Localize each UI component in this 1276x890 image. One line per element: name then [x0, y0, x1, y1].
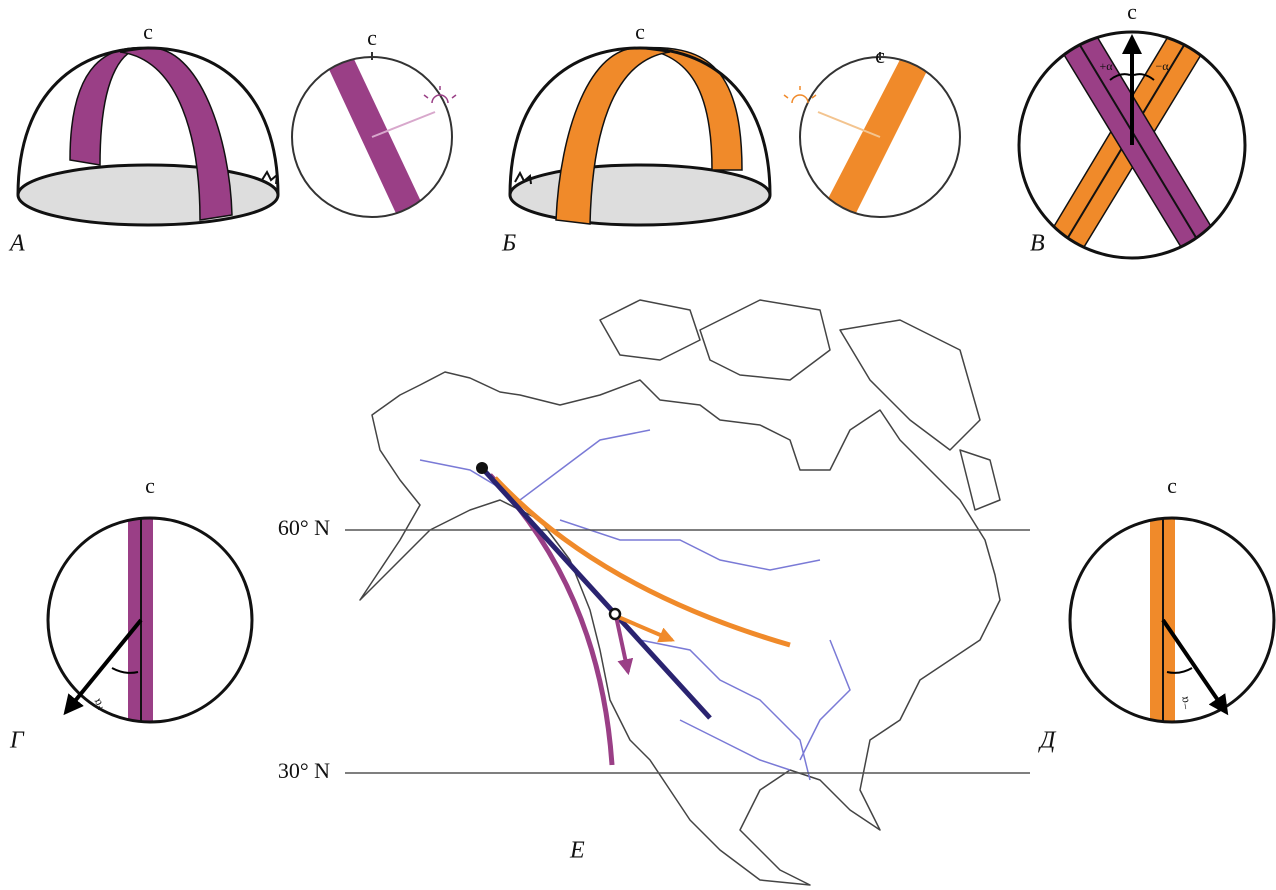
route-direct: [480, 466, 712, 720]
circle-a: с: [291, 25, 457, 218]
island: [599, 299, 701, 361]
sun-ray: [817, 111, 881, 138]
map: 60° N 30° N: [278, 299, 1030, 886]
circle: [46, 516, 254, 724]
sun: [423, 86, 457, 104]
dome-outline: [508, 46, 772, 196]
band: [555, 47, 671, 225]
north-label: с: [1127, 0, 1137, 24]
band: [119, 47, 233, 221]
dome-a: с: [16, 19, 280, 227]
dome-base: [16, 163, 280, 227]
heading-purple: [614, 615, 634, 676]
panel-label: А: [8, 231, 25, 257]
start-point: [476, 462, 488, 474]
dome-b: с: [508, 19, 772, 227]
angle-label: +α: [1099, 59, 1113, 73]
river: [679, 719, 791, 771]
panel-label: Б: [501, 231, 516, 257]
river: [799, 639, 851, 761]
dome-outline: [16, 46, 280, 196]
angle-label: −α: [1155, 59, 1169, 73]
dome-base: [508, 163, 772, 227]
circle-b: с: [783, 43, 961, 218]
angle-label: −α: [1177, 695, 1193, 711]
route-orange: [493, 476, 791, 648]
band-axis: [1071, 32, 1213, 258]
panel-label: Г: [9, 728, 25, 754]
sun: [514, 170, 532, 185]
angle-arc: [1166, 667, 1193, 674]
island: [699, 299, 831, 381]
sun: [261, 169, 279, 185]
heading-arrow: [63, 618, 143, 716]
band: [320, 57, 425, 217]
route-purple: [488, 473, 615, 766]
island: [839, 319, 981, 451]
circle-d: с −α: [1068, 473, 1276, 724]
north-label: с: [635, 19, 645, 44]
sun-ray: [371, 111, 436, 138]
angle-arc: [1109, 73, 1155, 81]
heading-orange: [615, 614, 675, 643]
sun: [783, 86, 817, 104]
river: [419, 429, 651, 501]
continent-outline: [359, 371, 1001, 886]
panel-label: В: [1030, 231, 1045, 257]
island: [959, 449, 1001, 511]
band: [639, 46, 743, 171]
circle-g: с +α: [46, 473, 254, 724]
band: [818, 57, 935, 217]
north-label: с: [875, 43, 885, 68]
north-label: с: [145, 473, 155, 498]
angle-arc: [111, 667, 139, 674]
river: [639, 639, 811, 781]
panel-label: Д: [1038, 728, 1057, 754]
circle-v: с +α −α: [1017, 0, 1247, 260]
panel-label: Е: [569, 838, 585, 864]
circle: [1017, 30, 1247, 260]
heading-arrow: [1161, 618, 1229, 716]
release-point: [608, 607, 622, 621]
latitude-label: 60° N: [278, 515, 330, 540]
north-label: с: [143, 19, 153, 44]
river: [559, 519, 821, 571]
north-label: с: [1167, 473, 1177, 498]
latitude-label: 30° N: [278, 758, 330, 783]
circle: [1068, 516, 1276, 724]
north-label: с: [367, 25, 377, 50]
